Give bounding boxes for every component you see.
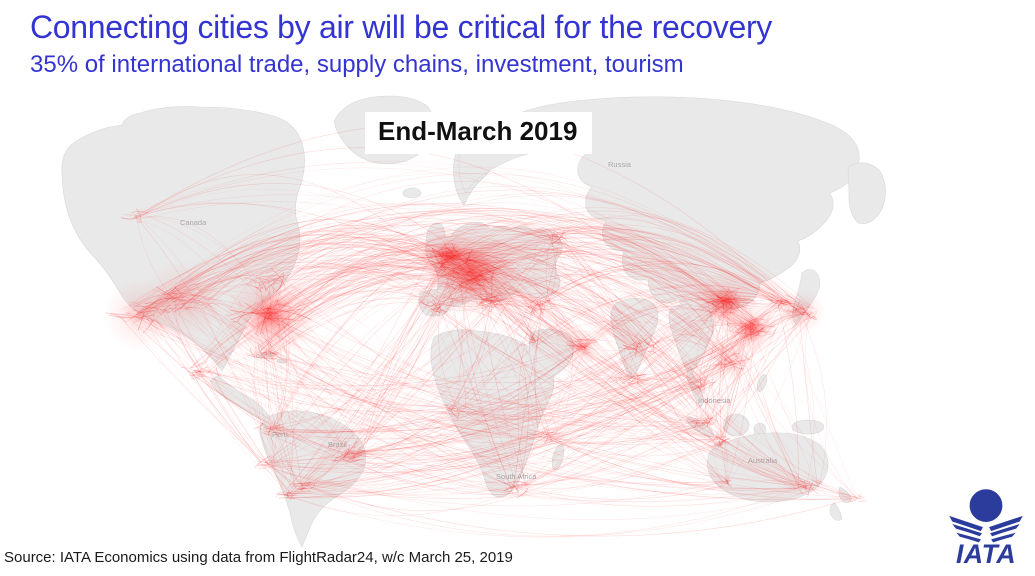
land-australia [707, 432, 829, 503]
hub-density-glows [103, 226, 826, 383]
land-arabia [529, 328, 575, 380]
land-new-zealand-north [838, 486, 853, 503]
page-subtitle: 35% of international trade, supply chain… [30, 51, 684, 78]
land-india [610, 298, 659, 378]
map-date-label: End-March 2019 [365, 112, 593, 154]
region-label: Brazil [328, 440, 347, 449]
land-madagascar [551, 444, 565, 470]
globe-icon [969, 489, 1003, 522]
region-label: Peru [272, 430, 288, 439]
land-iceland [402, 187, 422, 199]
land-asia [458, 96, 860, 317]
region-label: Russia [608, 160, 632, 169]
region-label: Australia [748, 456, 778, 465]
land-south-america [259, 410, 366, 548]
region-label: Canada [180, 218, 207, 227]
map-region-labels: Canada Russia Peru Brazil South Africa Indone… [180, 160, 778, 481]
wings-icon [949, 515, 1023, 543]
land-new-guinea [791, 419, 825, 435]
land-new-zealand-south [829, 502, 843, 521]
land-borneo [722, 413, 750, 437]
world-map: Canada Russia Peru Brazil South Africa Indone… [60, 95, 888, 548]
land-kamchatka [847, 162, 886, 224]
land-central-america [209, 374, 271, 422]
land-philippines [756, 374, 768, 392]
land-africa [430, 329, 555, 498]
land-malay [686, 366, 704, 408]
region-label: South Africa [496, 472, 537, 481]
flight-route-arcs [105, 124, 866, 538]
iata-wordmark: IATA [956, 539, 1016, 569]
page-title: Connecting cities by air will be critica… [30, 9, 773, 45]
world-map-svg: Canada Russia Peru Brazil South Africa Indone… [61, 95, 886, 548]
source-note: Source: IATA Economics using data from F… [4, 549, 513, 566]
region-label: Indonesia [698, 396, 731, 405]
iata-logo: IATA [949, 489, 1023, 569]
land-sumatra [686, 416, 714, 438]
